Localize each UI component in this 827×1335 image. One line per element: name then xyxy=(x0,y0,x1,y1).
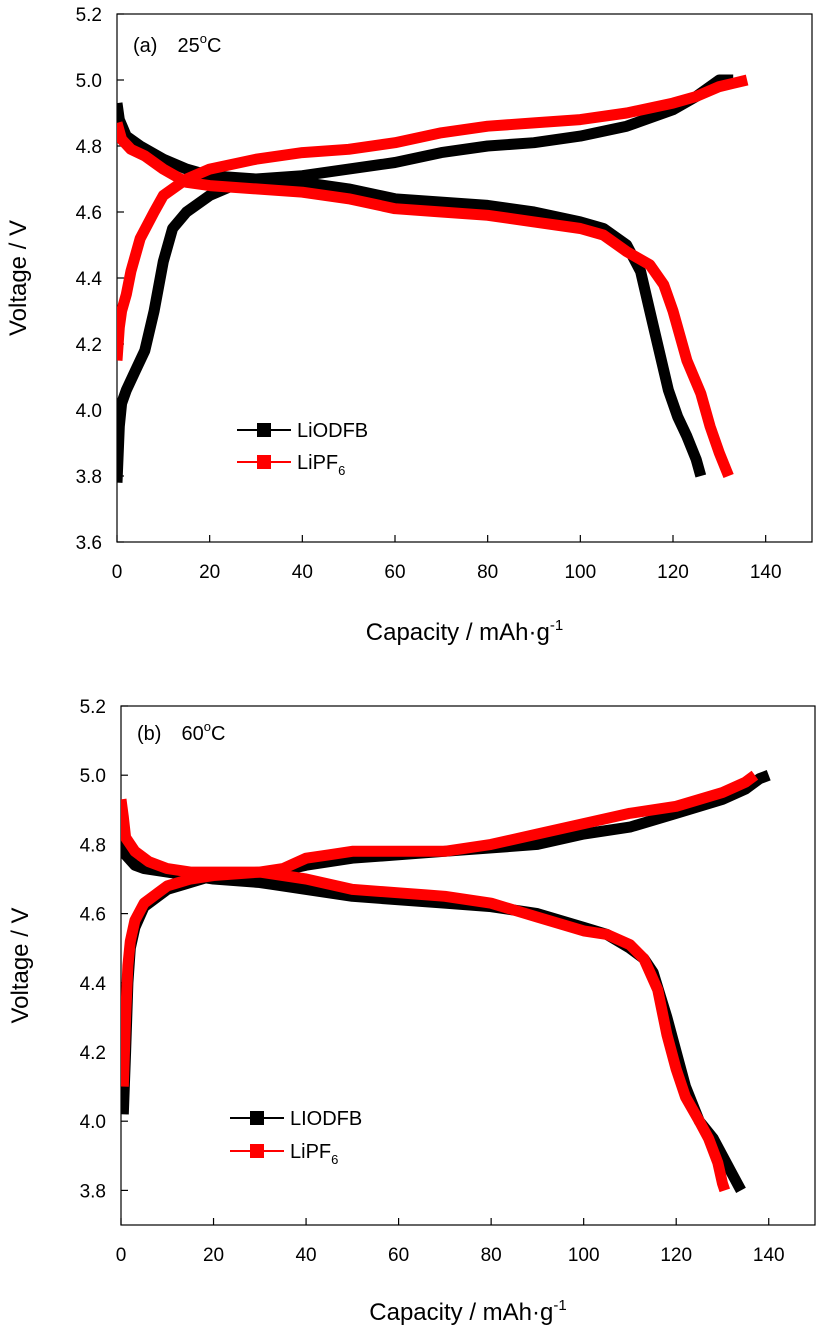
x-tick-label: 140 xyxy=(750,562,782,583)
x-tick-label: 60 xyxy=(388,1245,409,1266)
x-tick-label: 100 xyxy=(568,1245,600,1266)
panel-title: (b) 60oC xyxy=(137,719,225,745)
x-tick-label: 40 xyxy=(295,1245,316,1266)
y-tick-label: 5.2 xyxy=(80,697,106,718)
x-tick-label: 80 xyxy=(477,562,498,583)
plot-frame xyxy=(120,705,816,1226)
y-tick-label: 4.8 xyxy=(80,835,106,856)
panel-temperature-degree: o xyxy=(200,31,207,46)
panel-temperature-unit: C xyxy=(211,723,225,745)
series-lipf6-discharge-curve xyxy=(121,798,731,1193)
panel-temperature: 60 xyxy=(181,723,203,745)
legend-label-subscript: 6 xyxy=(338,463,345,478)
legend-label: LiODFB xyxy=(297,420,368,442)
y-axis-label: Voltage / V xyxy=(5,220,32,336)
legend-marker xyxy=(250,1144,264,1158)
x-tick-label: 20 xyxy=(199,562,220,583)
x-tick-label: 120 xyxy=(657,562,689,583)
panel-label: (a) xyxy=(133,35,157,57)
x-tick-label: 0 xyxy=(112,562,123,583)
chart-panel-b: 0 20 40 60 80 100 120 140 3.8 4.0 4.2 4.4 4.6 4.8 5.0 5… xyxy=(7,697,816,1326)
panel-temperature: 25 xyxy=(177,35,199,57)
x-axis-label-superscript: -1 xyxy=(550,617,563,634)
y-tick-label: 4.0 xyxy=(76,401,102,422)
y-tick-label: 4.0 xyxy=(80,1112,106,1133)
y-tick-label: 4.2 xyxy=(76,335,102,356)
y-tick-label: 4.2 xyxy=(80,1043,106,1064)
series-lipf6-discharge-curve xyxy=(117,121,734,479)
chart-panel-a: 0 20 40 60 80 100 120 140 3.6 3.8 4.0 4.2 4.4 4.6 4.8 5… xyxy=(5,5,813,646)
x-axis-label-text: Capacity / mAh·g xyxy=(369,1299,553,1326)
legend-label-subscript: 6 xyxy=(331,1152,338,1167)
y-tick-label: 4.4 xyxy=(80,974,107,995)
x-axis-label-text: Capacity / mAh·g xyxy=(366,619,550,646)
y-axis-label: Voltage / V xyxy=(7,907,34,1023)
data-area xyxy=(117,74,749,483)
x-axis-label: Capacity / mAh·g-1 xyxy=(366,617,563,646)
series-liodfb-discharge-curve xyxy=(117,102,707,478)
x-tick-label: 140 xyxy=(753,1245,785,1266)
y-tick-label: 4.6 xyxy=(76,203,102,224)
legend-marker xyxy=(257,423,271,437)
x-axis-label: Capacity / mAh·g-1 xyxy=(369,1297,566,1326)
legend-marker xyxy=(250,1111,264,1125)
legend-label: LiPF6 xyxy=(290,1141,338,1167)
x-axis-label-superscript: -1 xyxy=(553,1297,566,1314)
y-tick-label: 4.4 xyxy=(76,269,103,290)
y-tick-label: 5.0 xyxy=(76,71,102,92)
x-tick-label: 20 xyxy=(203,1245,224,1266)
y-tick-label: 5.0 xyxy=(80,766,106,787)
x-tick-label: 0 xyxy=(116,1245,127,1266)
panel-temperature-degree: o xyxy=(204,719,211,734)
legend-label-text: LIODFB xyxy=(290,1108,362,1130)
y-tick-label: 4.8 xyxy=(76,137,102,158)
legend-label-text: LiODFB xyxy=(297,420,368,442)
data-area xyxy=(121,770,771,1194)
y-tick-label: 5.2 xyxy=(76,5,102,26)
legend-marker xyxy=(257,455,271,469)
x-tick-label: 100 xyxy=(564,562,596,583)
x-tick-label: 40 xyxy=(292,562,313,583)
y-tick-label: 3.8 xyxy=(80,1181,106,1202)
legend-label: LiPF6 xyxy=(297,452,345,478)
panel-temperature-unit: C xyxy=(207,35,221,57)
panel-title: (a) 25oC xyxy=(133,31,221,57)
legend-label-text: LiPF xyxy=(297,452,338,474)
legend-label: LIODFB xyxy=(290,1108,362,1130)
y-tick-label: 3.6 xyxy=(76,533,102,554)
x-tick-label: 80 xyxy=(481,1245,502,1266)
panel-label: (b) xyxy=(137,723,161,745)
y-tick-label: 4.6 xyxy=(80,905,106,926)
series-lipf6-charge-curve xyxy=(117,74,749,361)
x-tick-label: 120 xyxy=(660,1245,692,1266)
y-tick-label: 3.8 xyxy=(76,467,102,488)
legend-label-text: LiPF xyxy=(290,1141,331,1163)
series-lipf6-charge-curve xyxy=(121,770,759,1087)
x-tick-label: 60 xyxy=(384,562,405,583)
